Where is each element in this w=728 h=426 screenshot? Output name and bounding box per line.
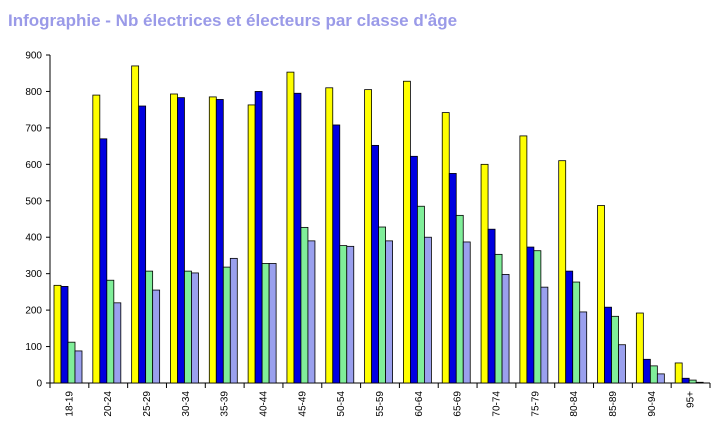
bar-45-49-series-3 — [300, 226, 309, 384]
y-tick-label: 500 — [25, 196, 42, 207]
x-tick-label: 35-39 — [220, 391, 231, 417]
x-tick-label: 60-64 — [414, 391, 425, 417]
bar-25-29-series-2 — [138, 105, 147, 384]
bar-75-79-series-1 — [519, 135, 528, 384]
bar-18-19-series-1 — [53, 284, 62, 384]
bar-75-79-series-3 — [533, 250, 542, 384]
bar-60-64-series-2 — [410, 155, 418, 384]
x-tick-label: 95+ — [686, 391, 697, 408]
bar-35-39-series-1 — [208, 96, 217, 384]
x-tick-label: 25-29 — [142, 391, 153, 417]
x-tick-label: 75-79 — [530, 391, 541, 417]
x-tick-label: 90-94 — [647, 391, 658, 417]
bar-65-69-series-2 — [448, 173, 457, 384]
bar-60-64-series-1 — [403, 80, 411, 384]
x-tick-label: 55-59 — [375, 391, 386, 417]
x-tick-label: 20-24 — [103, 391, 114, 417]
bar-70-74-series-3 — [494, 253, 503, 384]
bar-25-29-series-3 — [145, 270, 154, 384]
bar-35-39-series-4 — [229, 257, 238, 384]
bar-45-49-series-1 — [286, 71, 295, 384]
bar-75-79-series-2 — [526, 246, 535, 384]
bar-30-34-series-1 — [170, 93, 178, 384]
bar-30-34-series-3 — [184, 270, 192, 384]
bar-20-24-series-1 — [92, 94, 101, 384]
bar-55-59-series-2 — [371, 144, 379, 384]
bar-85-89-series-4 — [618, 344, 626, 384]
bar-90-94-series-1 — [635, 312, 644, 384]
tick-labels: 0 100 200 300 400 500 600 700 800 900 18-19 20-24 25… — [25, 51, 696, 417]
bar-40-44-series-3 — [261, 263, 270, 384]
bar-55-59-series-1 — [364, 89, 372, 384]
bar-40-44-series-1 — [247, 104, 256, 384]
bar-45-49-series-4 — [307, 240, 316, 384]
bar-80-84-series-4 — [579, 311, 588, 384]
bar-40-44-series-2 — [254, 91, 263, 384]
y-tick-label: 800 — [25, 87, 42, 98]
x-tick-label: 65-69 — [453, 391, 464, 417]
x-tick-label: 40-44 — [259, 391, 270, 417]
bar-50-54-series-2 — [332, 124, 341, 384]
x-tick-label: 45-49 — [297, 391, 308, 417]
bar-95+-series-2 — [681, 377, 690, 384]
bar-55-59-series-4 — [385, 240, 393, 384]
bar-30-34-series-2 — [177, 97, 185, 384]
chart-title: Infographie - Nb électrices et électeurs… — [8, 11, 458, 30]
bar-90-94-series-4 — [656, 373, 665, 384]
bar-70-74-series-4 — [501, 273, 510, 384]
y-tick-label: 600 — [25, 160, 42, 171]
bar-20-24-series-4 — [113, 302, 122, 384]
bar-18-19-series-3 — [67, 341, 76, 384]
x-tick-label: 50-54 — [336, 391, 347, 417]
y-tick-label: 200 — [25, 306, 42, 317]
bar-80-84-series-3 — [572, 281, 581, 384]
x-tick-label: 18-19 — [64, 391, 75, 417]
bar-25-29-series-4 — [152, 289, 161, 384]
y-tick-label: 400 — [25, 233, 42, 244]
bar-95+-series-1 — [674, 362, 683, 384]
bar-95+-series-3 — [688, 379, 697, 384]
bar-70-74-series-2 — [487, 228, 496, 384]
bar-65-69-series-3 — [455, 214, 464, 384]
bar-80-84-series-1 — [558, 160, 567, 384]
bar-95+-series-4 — [695, 381, 704, 384]
y-tick-label: 900 — [25, 51, 42, 62]
y-tick-label: 700 — [25, 123, 42, 134]
bar-70-74-series-1 — [480, 163, 489, 384]
y-tick-label: 0 — [36, 379, 42, 390]
bar-60-64-series-3 — [417, 205, 425, 384]
bar-50-54-series-4 — [346, 245, 355, 384]
bar-18-19-series-4 — [74, 350, 83, 384]
bar-40-44-series-4 — [268, 263, 277, 384]
bar-55-59-series-3 — [378, 226, 386, 384]
bar-75-79-series-4 — [540, 286, 549, 384]
bars — [53, 65, 704, 384]
bar-35-39-series-2 — [215, 99, 224, 384]
bar-35-39-series-3 — [222, 266, 231, 384]
bar-85-89-series-2 — [604, 306, 612, 384]
bar-65-69-series-4 — [462, 241, 471, 384]
x-tick-label: 85-89 — [608, 391, 619, 417]
y-tick-label: 300 — [25, 269, 42, 280]
x-tick-label: 30-34 — [181, 391, 192, 417]
bar-60-64-series-4 — [424, 236, 432, 384]
bar-65-69-series-1 — [441, 112, 450, 384]
bar-50-54-series-1 — [325, 87, 334, 384]
bar-80-84-series-2 — [565, 270, 574, 384]
bar-85-89-series-3 — [611, 315, 619, 384]
bar-90-94-series-3 — [649, 365, 658, 384]
x-tick-label: 70-74 — [491, 391, 502, 417]
bar-25-29-series-1 — [131, 65, 140, 384]
y-tick-label: 100 — [25, 342, 42, 353]
bar-45-49-series-2 — [293, 92, 302, 384]
bar-30-34-series-4 — [191, 272, 199, 384]
x-tick-label: 80-84 — [569, 391, 580, 417]
bar-90-94-series-2 — [642, 358, 651, 384]
bar-18-19-series-2 — [60, 286, 69, 384]
bar-20-24-series-2 — [99, 138, 108, 384]
bar-50-54-series-3 — [339, 245, 348, 384]
bar-85-89-series-1 — [597, 205, 605, 384]
bar-20-24-series-3 — [106, 279, 115, 384]
